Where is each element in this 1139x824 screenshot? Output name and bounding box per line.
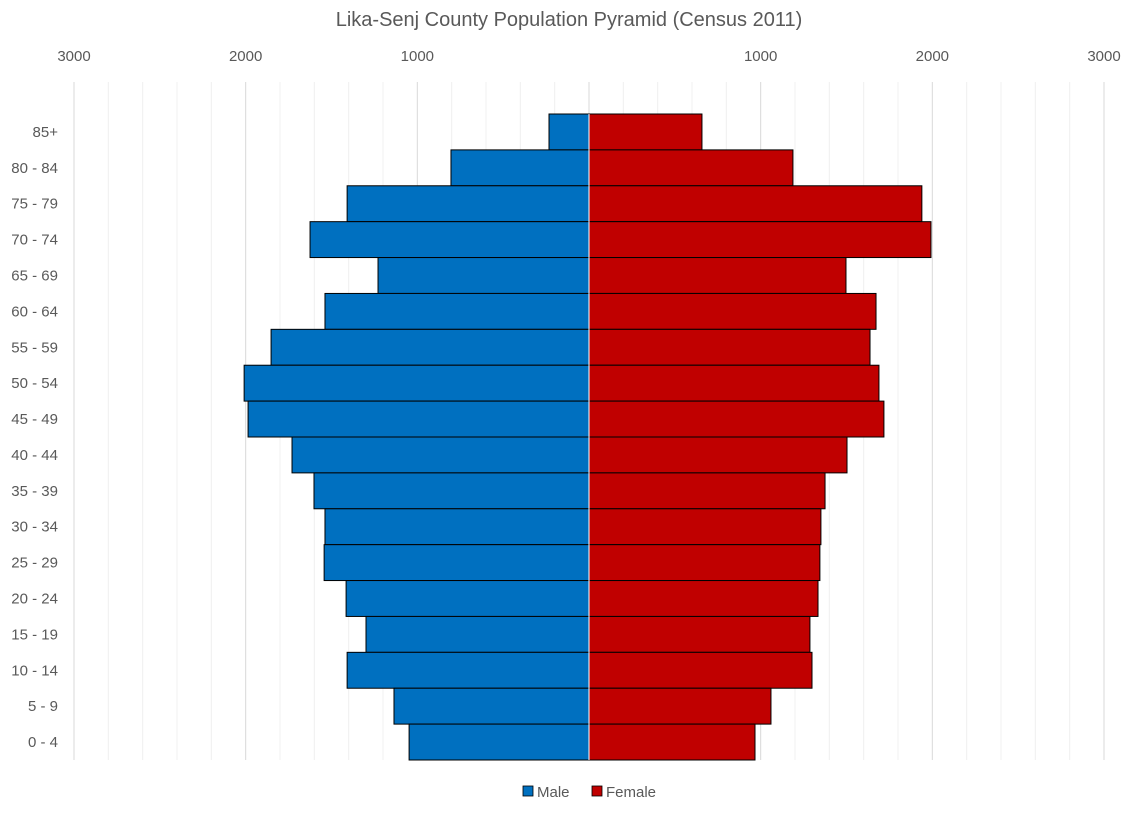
female-bar <box>588 508 822 546</box>
male-bar <box>346 185 590 223</box>
y-tick-label: 25 - 29 <box>11 555 58 572</box>
male-bar <box>393 687 590 725</box>
female-bar <box>588 544 821 582</box>
y-tick-label: 75 - 79 <box>11 196 58 213</box>
male-bar <box>309 221 590 259</box>
male-bar <box>247 400 590 438</box>
y-tick-label: 40 - 44 <box>11 447 58 464</box>
y-tick-label: 70 - 74 <box>11 232 58 249</box>
y-tick-label: 65 - 69 <box>11 268 58 285</box>
female-bar <box>588 257 847 294</box>
y-tick-label: 5 - 9 <box>28 698 58 715</box>
y-tick-label: 10 - 14 <box>11 662 58 679</box>
female-bar <box>588 400 885 438</box>
y-tick-label: 50 - 54 <box>11 375 58 392</box>
male-bar <box>345 580 590 617</box>
y-tick-label: 35 - 39 <box>11 483 58 500</box>
male-bar <box>450 149 590 187</box>
male-bar <box>408 723 590 761</box>
legend-swatch-female <box>591 785 603 797</box>
female-bar <box>588 687 772 725</box>
female-bar <box>588 113 703 151</box>
male-bar <box>313 472 590 510</box>
y-tick-label: 55 - 59 <box>11 339 58 356</box>
chart-title: Lika-Senj County Population Pyramid (Cen… <box>336 9 803 31</box>
y-tick-label: 60 - 64 <box>11 303 58 320</box>
male-bar <box>270 328 590 366</box>
male-bar <box>548 113 590 151</box>
y-tick-label: 30 - 34 <box>11 519 58 536</box>
legend-swatch-male <box>522 785 534 797</box>
female-bar <box>588 580 819 617</box>
male-bar <box>243 364 590 402</box>
y-tick-label: 45 - 49 <box>11 411 58 428</box>
x-tick-label: 3000 <box>57 48 90 65</box>
female-bar <box>588 364 880 402</box>
female-bar <box>588 221 932 259</box>
male-bar <box>377 257 590 294</box>
x-tick-label: 1000 <box>401 48 434 65</box>
male-bar <box>291 436 590 474</box>
female-bar <box>588 472 826 510</box>
male-bar <box>324 508 590 546</box>
legend-label-male: Male <box>537 784 570 801</box>
legend-label-female: Female <box>606 784 656 801</box>
female-bar <box>588 292 877 330</box>
male-bar <box>324 292 590 330</box>
y-tick-label: 80 - 84 <box>11 160 58 177</box>
y-tick-label: 15 - 19 <box>11 626 58 643</box>
female-bar <box>588 651 813 689</box>
male-bar <box>365 615 590 653</box>
y-tick-label: 0 - 4 <box>28 734 58 751</box>
x-tick-label: 2000 <box>229 48 262 65</box>
female-bar <box>588 723 756 761</box>
female-bar <box>588 328 871 366</box>
female-bar <box>588 185 923 223</box>
y-tick-label: 20 - 24 <box>11 591 58 608</box>
y-tick-label: 85+ <box>33 124 59 141</box>
male-bar <box>323 544 590 582</box>
female-bar <box>588 615 811 653</box>
x-tick-label: 3000 <box>1087 48 1120 65</box>
x-tick-label: 2000 <box>916 48 949 65</box>
female-bar <box>588 149 794 187</box>
x-tick-label: 1000 <box>744 48 777 65</box>
female-bar <box>588 436 848 474</box>
male-bar <box>346 651 590 689</box>
